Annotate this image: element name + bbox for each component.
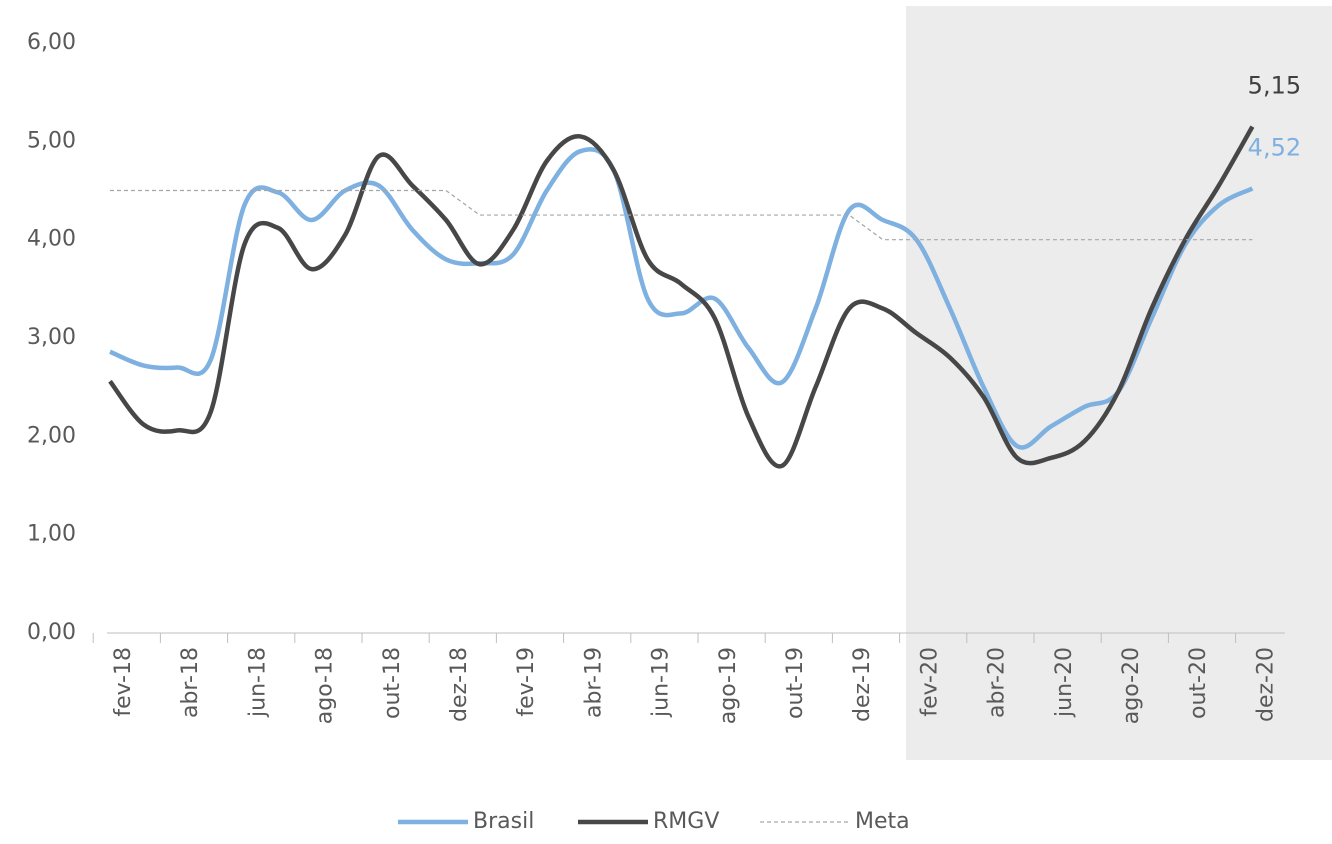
x-tick-label: abr-19 xyxy=(581,647,606,718)
shaded-period xyxy=(906,6,1332,760)
x-tick-label: ago-18 xyxy=(313,647,338,724)
x-tick-label: dez-20 xyxy=(1253,647,1278,722)
x-tick-label: jun-18 xyxy=(245,647,270,718)
x-tick-label: out-19 xyxy=(783,647,808,719)
y-tick-label: 6,00 xyxy=(27,30,76,55)
y-tick-label: 1,00 xyxy=(27,522,76,547)
legend-label: Meta xyxy=(855,809,910,834)
legend-label: Brasil xyxy=(473,809,534,834)
y-tick-label: 4,00 xyxy=(27,227,76,252)
x-tick-label: dez-18 xyxy=(447,647,472,722)
x-tick-label: jun-20 xyxy=(1052,647,1077,718)
series-line xyxy=(108,125,1255,469)
x-tick-label: out-20 xyxy=(1186,647,1211,719)
x-tick-label: fev-19 xyxy=(514,647,539,717)
x-tick-label: out-18 xyxy=(380,647,405,719)
x-tick-label: ago-20 xyxy=(1119,647,1144,724)
x-tick-label: abr-20 xyxy=(985,647,1010,718)
x-tick-label: dez-19 xyxy=(850,647,875,722)
y-tick-label: 0,00 xyxy=(27,620,76,645)
series-line xyxy=(110,189,1253,241)
series-line xyxy=(109,147,1254,450)
x-tick-label: ago-19 xyxy=(716,647,741,724)
x-tick-label: fev-20 xyxy=(917,647,942,717)
y-tick-label: 5,00 xyxy=(27,128,76,153)
legend-label: RMGV xyxy=(653,809,719,834)
data-label: 4,52 xyxy=(1248,134,1301,162)
x-tick-label: fev-18 xyxy=(111,647,136,717)
x-tick-label: jun-19 xyxy=(649,647,674,718)
y-tick-label: 2,00 xyxy=(27,423,76,448)
y-tick-label: 3,00 xyxy=(27,325,76,350)
data-label: 5,15 xyxy=(1248,72,1301,100)
x-tick-label: abr-18 xyxy=(178,647,203,718)
